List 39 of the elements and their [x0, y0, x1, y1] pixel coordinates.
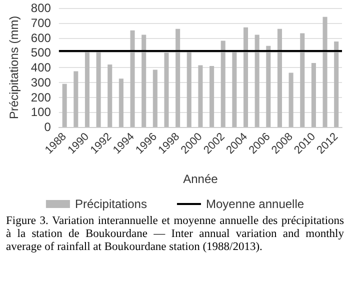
bar	[254, 34, 260, 127]
bar	[108, 64, 112, 127]
bar	[277, 28, 282, 127]
y-tick-label: 700	[30, 16, 52, 30]
y-tick-label: 600	[30, 30, 52, 45]
bar	[311, 63, 316, 127]
bar	[142, 34, 146, 127]
x-axis-title: Année	[183, 172, 218, 186]
bar	[118, 78, 124, 127]
bar	[186, 50, 192, 127]
bar	[74, 71, 78, 127]
y-tick-label: 400	[30, 60, 52, 74]
legend-label: Précipitations	[74, 197, 147, 211]
y-tick-label: 200	[30, 90, 52, 104]
bar	[334, 41, 339, 127]
bar	[62, 84, 67, 127]
bar	[164, 52, 169, 127]
bar	[84, 50, 90, 127]
y-tick-label: 800	[30, 1, 52, 15]
caption: Figure 3. Variation interannuelle et moyenne annuelle des précipitations à la station de Boukourdane — Inter annual variation and monthly average of rainfall at Boukourdane station (1988/2013).	[5, 215, 345, 254]
bar	[220, 40, 226, 127]
y-axis-title: Précipitations (mm)	[7, 16, 21, 120]
bar	[300, 33, 305, 127]
bar	[176, 28, 180, 127]
bar	[322, 16, 328, 127]
y-tick-label: 100	[30, 105, 52, 120]
bar	[130, 30, 135, 127]
bar	[210, 66, 214, 127]
bar	[266, 46, 271, 127]
bar	[232, 50, 237, 127]
y-tick-label: 0	[44, 120, 52, 134]
bar	[198, 65, 203, 127]
y-tick-label: 500	[30, 46, 52, 60]
y-tick-label: 300	[30, 75, 52, 90]
bar	[243, 27, 248, 127]
legend-label: Moyenne annuelle	[206, 197, 304, 211]
bar	[288, 72, 294, 127]
bar	[152, 70, 158, 127]
bar	[96, 50, 101, 127]
